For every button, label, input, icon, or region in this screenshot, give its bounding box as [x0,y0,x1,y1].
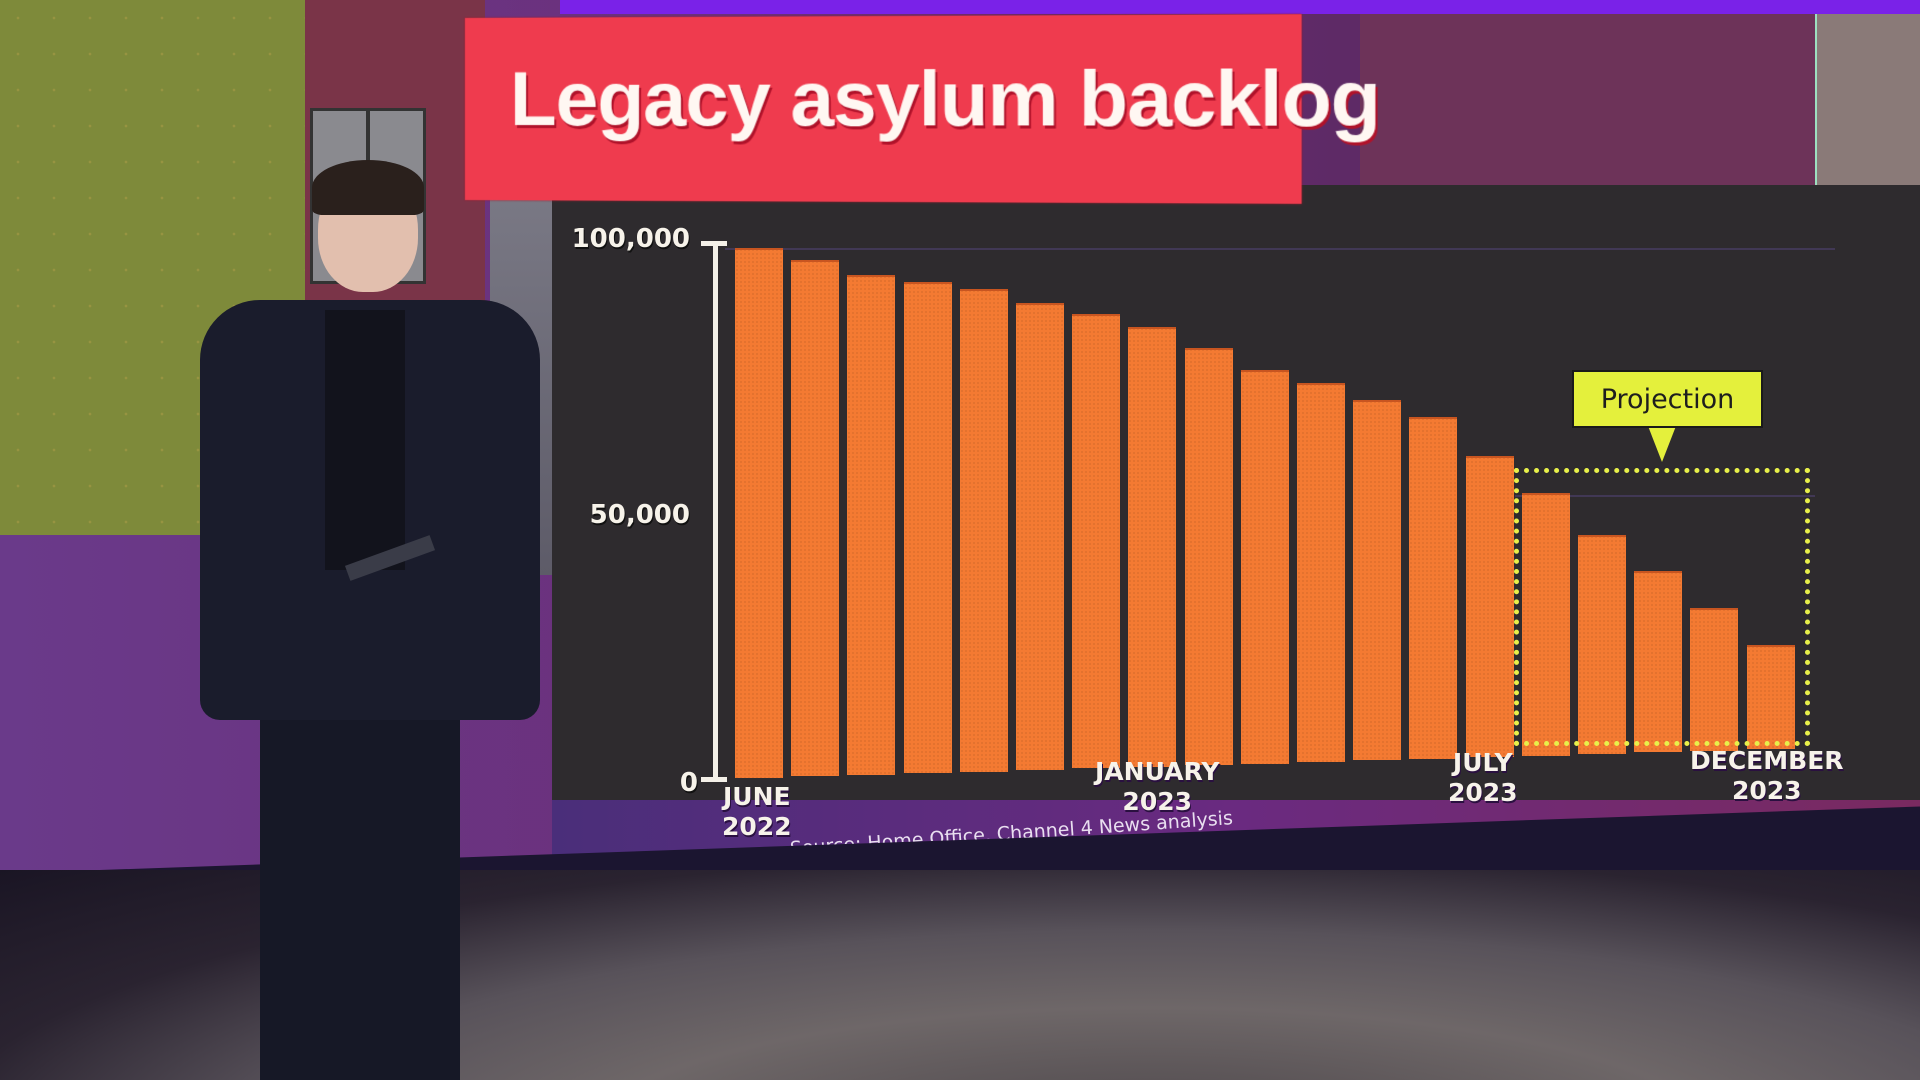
presenter-shirt [325,310,405,570]
bar-sep-2023 [1578,534,1626,754]
x-label-year: 2023 [1731,776,1802,805]
x-label-june-2022: JUNE 2022 [722,782,792,842]
presenter-legs [260,700,460,1080]
chart-title-banner: Legacy asylum backlog [465,14,1380,204]
bar-aug-2023 [1521,493,1570,756]
bar-nov-2023 [1690,607,1739,751]
bar-oct-2022 [959,289,1008,772]
faint-gridline [725,248,1835,250]
bar-jun-2023 [1409,417,1458,759]
bar-dec-2023 [1746,645,1795,750]
bar-jul-2023 [1465,455,1514,758]
bar-aug-2022 [847,275,896,775]
presenter-hair [312,160,424,215]
projection-callout-label: Projection [1572,370,1763,428]
presenter [190,160,550,1080]
faint-gridline [1515,495,1815,497]
bar-jun-2022 [735,248,783,778]
x-label-december-2023: DECEMBER 2023 [1690,746,1844,806]
x-label-july-2023: JULY 2023 [1448,748,1518,808]
bar-may-2023 [1353,399,1402,761]
x-label-month: DECEMBER [1690,746,1844,775]
x-label-year: 2023 [1448,778,1518,807]
bar-feb-2023 [1184,348,1233,766]
y-tick-label-50000: 50,000 [589,500,690,530]
x-label-january-2023: JANUARY 2023 [1095,757,1219,817]
y-tick-label-100000: 100,000 [571,224,690,254]
bar-nov-2022 [1016,303,1064,770]
studio-top-light-strip [560,0,1920,14]
bar-mar-2023 [1240,369,1289,764]
bar-jan-2023 [1128,327,1177,767]
y-axis-line [713,243,718,780]
background-pattern-panel [1360,14,1840,194]
y-axis-bottom-cap [701,777,727,782]
bar-jul-2022 [791,259,840,777]
chart-title: Legacy asylum backlog [509,54,1381,144]
projection-callout-pointer [1648,426,1676,462]
y-axis-top-cap [701,241,727,246]
x-label-year: 2022 [722,812,792,841]
x-label-month: JUNE [722,782,791,811]
x-label-month: JANUARY [1095,757,1220,786]
x-label-year: 2023 [1122,787,1193,816]
x-label-month: JULY [1452,748,1513,777]
background-right-edge-panel [1815,14,1920,194]
bar-dec-2022 [1072,313,1121,769]
bar-sep-2022 [903,282,952,774]
bar-apr-2023 [1297,383,1345,762]
y-tick-label-0: 0 [679,768,698,798]
bar-oct-2023 [1634,570,1683,753]
projection-outline [1514,468,1810,746]
